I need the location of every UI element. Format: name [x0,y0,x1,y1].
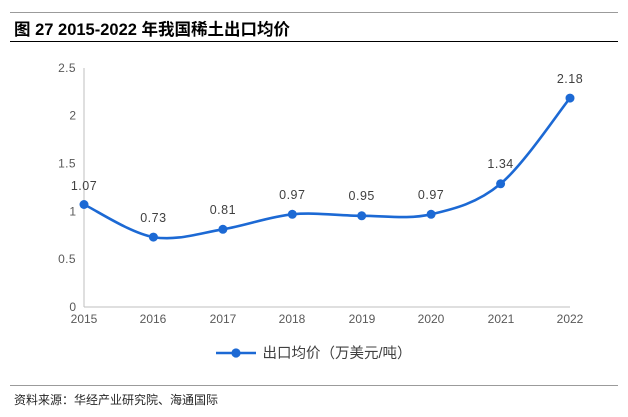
svg-text:0.97: 0.97 [279,188,305,202]
svg-text:2022: 2022 [557,312,584,326]
svg-text:0.81: 0.81 [210,203,236,217]
svg-text:2015: 2015 [71,312,98,326]
svg-text:2018: 2018 [279,312,306,326]
svg-text:2016: 2016 [140,312,167,326]
svg-text:0.73: 0.73 [140,211,166,225]
svg-text:0.5: 0.5 [58,252,76,266]
svg-text:2.18: 2.18 [557,72,583,86]
svg-text:2017: 2017 [210,312,237,326]
svg-text:0.97: 0.97 [418,188,444,202]
svg-text:2020: 2020 [418,312,445,326]
svg-text:2.5: 2.5 [58,61,76,75]
svg-text:2019: 2019 [349,312,376,326]
svg-text:0.95: 0.95 [349,189,375,203]
svg-text:2: 2 [69,109,76,123]
svg-text:1.5: 1.5 [58,157,76,171]
svg-text:1.34: 1.34 [487,157,513,171]
svg-text:1: 1 [69,205,76,219]
svg-text:2021: 2021 [488,312,515,326]
svg-text:1.07: 1.07 [71,179,97,193]
